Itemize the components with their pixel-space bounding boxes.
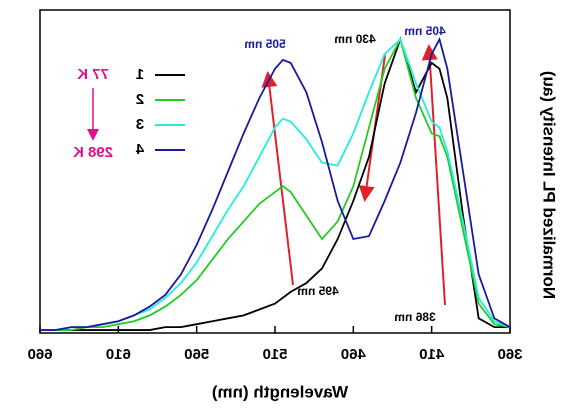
annotation: 495 nm [297, 284, 338, 298]
plot-frame [39, 9, 511, 334]
shift-arrow [421, 44, 446, 306]
y-axis-title: Normalized PL Intensity (au) [540, 71, 559, 299]
x-axis-title: Wavelength (nm) [212, 382, 348, 401]
x-tick-label: 610 [106, 346, 131, 363]
shift-arrow [261, 71, 294, 286]
x-tick-label: 460 [341, 346, 366, 363]
x-tick-label: 660 [27, 346, 52, 363]
legend-temp-start: 77 K [77, 66, 109, 83]
x-tick-label: 410 [419, 346, 444, 363]
legend-label: 1 [136, 66, 144, 83]
annotation: 405 nm [404, 24, 445, 38]
legend-label: 3 [136, 116, 144, 133]
legend-temp-end: 298 K [73, 144, 113, 161]
legend-label: 2 [136, 91, 144, 108]
series-line [40, 36, 511, 331]
series-line [40, 37, 511, 331]
annotation: 430 nm [334, 32, 375, 46]
legend-label: 4 [135, 141, 144, 158]
x-tick-label: 560 [184, 346, 209, 363]
series-line [40, 36, 511, 331]
annotation: 505 nm [244, 37, 285, 51]
x-tick-label: 360 [497, 346, 522, 363]
x-tick-label: 510 [262, 346, 287, 363]
annotation: 386 nm [394, 310, 435, 324]
mirrored-chart: Wavelength (nm) Normalized PL Intensity … [27, 9, 559, 401]
series-line [40, 36, 510, 331]
